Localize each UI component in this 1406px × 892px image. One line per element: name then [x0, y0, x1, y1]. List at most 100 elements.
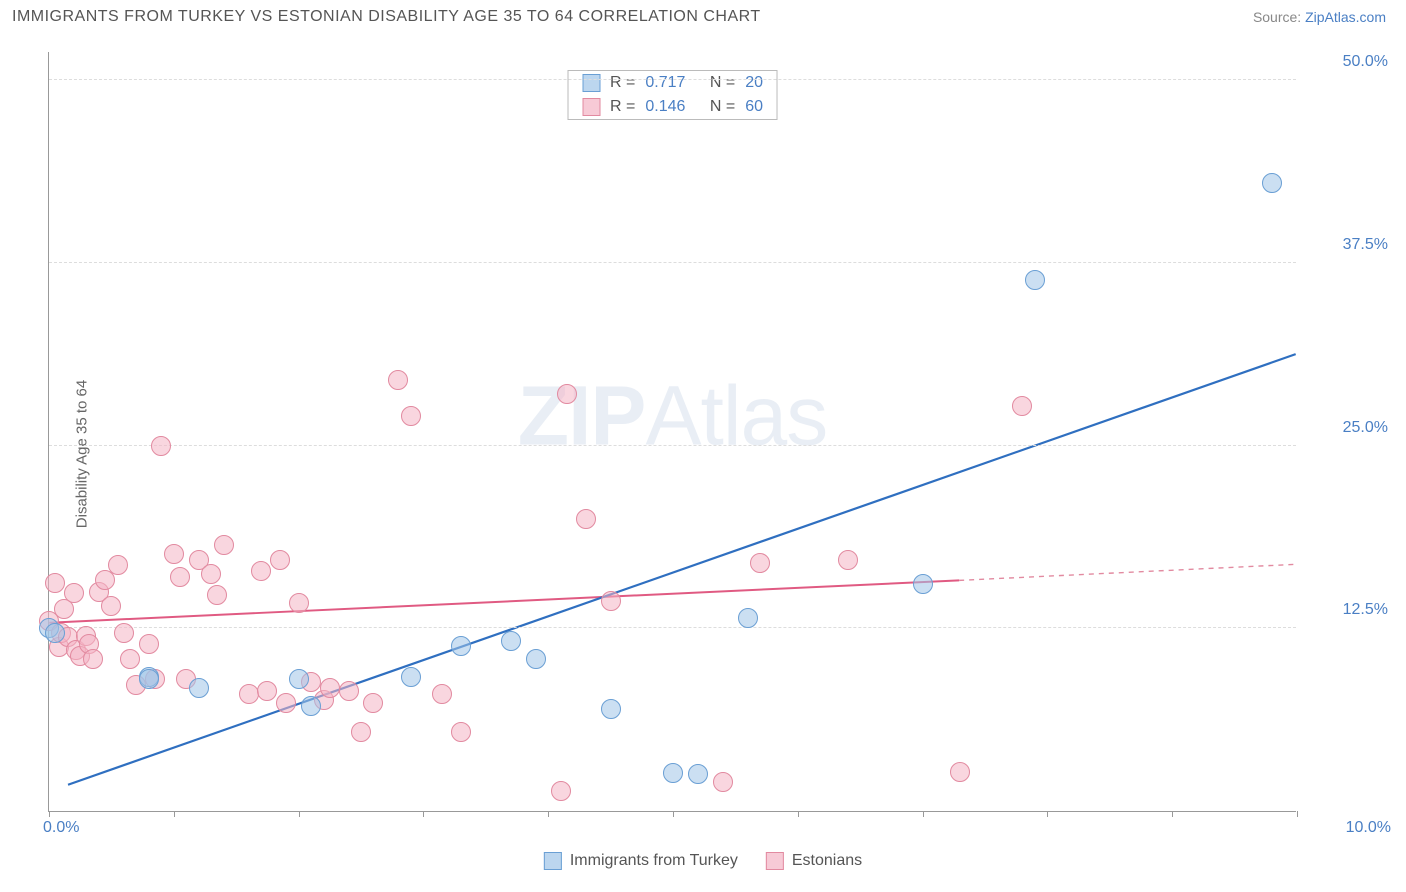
- data-point-pink: [320, 678, 340, 698]
- xtick-mark: [923, 811, 924, 817]
- data-point-blue: [139, 669, 159, 689]
- data-point-pink: [45, 573, 65, 593]
- data-point-pink: [270, 550, 290, 570]
- r-value-blue: 0.717: [645, 74, 685, 92]
- gridline-h: [49, 262, 1296, 263]
- watermark: ZIPAtlas: [518, 368, 827, 465]
- swatch-blue-icon: [544, 852, 562, 870]
- data-point-pink: [201, 564, 221, 584]
- data-point-blue: [301, 696, 321, 716]
- data-point-blue: [189, 678, 209, 698]
- xtick-mark: [1047, 811, 1048, 817]
- legend-series: Immigrants from Turkey Estonians: [544, 852, 862, 870]
- chart-title: IMMIGRANTS FROM TURKEY VS ESTONIAN DISAB…: [12, 8, 761, 26]
- legend-correlation: R = 0.717 N = 20 R = 0.146 N = 60: [567, 70, 778, 120]
- n-label: N =: [710, 74, 735, 92]
- data-point-pink: [214, 535, 234, 555]
- data-point-pink: [432, 684, 452, 704]
- plot-area: ZIPAtlas R = 0.717 N = 20 R = 0.146 N = …: [48, 52, 1296, 812]
- xtick-mark: [174, 811, 175, 817]
- data-point-pink: [557, 384, 577, 404]
- data-point-blue: [526, 649, 546, 669]
- legend-row-blue: R = 0.717 N = 20: [568, 71, 777, 95]
- chart-header: IMMIGRANTS FROM TURKEY VS ESTONIAN DISAB…: [0, 0, 1406, 34]
- watermark-rest: Atlas: [645, 369, 827, 463]
- swatch-blue: [582, 74, 600, 92]
- data-point-pink: [363, 693, 383, 713]
- legend-label-blue: Immigrants from Turkey: [570, 852, 738, 870]
- data-point-blue: [663, 763, 683, 783]
- swatch-pink: [582, 98, 600, 116]
- regression-line: [959, 564, 1296, 580]
- data-point-pink: [251, 561, 271, 581]
- data-point-pink: [151, 436, 171, 456]
- data-point-pink: [750, 553, 770, 573]
- data-point-blue: [401, 667, 421, 687]
- legend-item-blue: Immigrants from Turkey: [544, 852, 738, 870]
- ytick-label: 37.5%: [1304, 236, 1388, 254]
- data-point-blue: [688, 764, 708, 784]
- data-point-pink: [207, 585, 227, 605]
- xtick-mark: [49, 811, 50, 817]
- n-label: N =: [710, 98, 735, 116]
- data-point-blue: [289, 669, 309, 689]
- data-point-pink: [64, 583, 84, 603]
- data-point-pink: [257, 681, 277, 701]
- ytick-label: 50.0%: [1304, 53, 1388, 71]
- legend-item-pink: Estonians: [766, 852, 862, 870]
- regression-lines: [49, 52, 1296, 811]
- data-point-pink: [276, 693, 296, 713]
- xtick-mark: [1172, 811, 1173, 817]
- data-point-pink: [83, 649, 103, 669]
- xtick-mark: [299, 811, 300, 817]
- data-point-pink: [713, 772, 733, 792]
- swatch-pink-icon: [766, 852, 784, 870]
- data-point-pink: [351, 722, 371, 742]
- r-value-pink: 0.146: [645, 98, 685, 116]
- data-point-pink: [239, 684, 259, 704]
- data-point-pink: [164, 544, 184, 564]
- data-point-blue: [738, 608, 758, 628]
- chart-container: Disability Age 35 to 64 ZIPAtlas R = 0.7…: [0, 34, 1406, 874]
- data-point-blue: [501, 631, 521, 651]
- watermark-bold: ZIP: [518, 369, 646, 463]
- data-point-pink: [950, 762, 970, 782]
- data-point-pink: [401, 406, 421, 426]
- data-point-pink: [838, 550, 858, 570]
- data-point-pink: [339, 681, 359, 701]
- data-point-blue: [1262, 173, 1282, 193]
- ytick-label: 12.5%: [1304, 601, 1388, 619]
- xtick-mark: [548, 811, 549, 817]
- legend-label-pink: Estonians: [792, 852, 862, 870]
- gridline-h: [49, 445, 1296, 446]
- data-point-pink: [551, 781, 571, 801]
- data-point-pink: [601, 591, 621, 611]
- source-link[interactable]: ZipAtlas.com: [1305, 9, 1386, 25]
- data-point-blue: [913, 574, 933, 594]
- data-point-pink: [1012, 396, 1032, 416]
- gridline-h: [49, 79, 1296, 80]
- data-point-blue: [451, 636, 471, 656]
- data-point-pink: [451, 722, 471, 742]
- n-value-pink: 60: [745, 98, 763, 116]
- xlim-max-label: 10.0%: [1346, 819, 1391, 837]
- data-point-blue: [1025, 270, 1045, 290]
- xtick-mark: [798, 811, 799, 817]
- data-point-pink: [108, 555, 128, 575]
- xtick-mark: [423, 811, 424, 817]
- regression-line: [49, 580, 959, 622]
- legend-row-pink: R = 0.146 N = 60: [568, 95, 777, 119]
- r-label: R =: [610, 74, 635, 92]
- r-label: R =: [610, 98, 635, 116]
- n-value-blue: 20: [745, 74, 763, 92]
- source-attribution: Source: ZipAtlas.com: [1253, 9, 1386, 25]
- data-point-blue: [45, 623, 65, 643]
- data-point-pink: [114, 623, 134, 643]
- xtick-mark: [1297, 811, 1298, 817]
- data-point-pink: [170, 567, 190, 587]
- data-point-pink: [139, 634, 159, 654]
- xlim-min-label: 0.0%: [43, 819, 79, 837]
- ytick-label: 25.0%: [1304, 419, 1388, 437]
- data-point-pink: [576, 509, 596, 529]
- data-point-pink: [289, 593, 309, 613]
